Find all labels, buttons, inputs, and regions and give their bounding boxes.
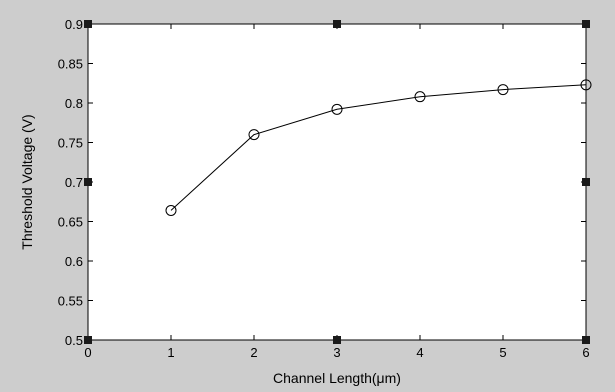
y-tick-label: 0.55 — [58, 294, 83, 309]
x-tick-label: 2 — [250, 345, 257, 360]
x-tick-label: 5 — [499, 345, 506, 360]
data-point — [497, 84, 509, 96]
resize-handle[interactable] — [333, 20, 341, 28]
resize-handle[interactable] — [582, 336, 590, 344]
y-tick-labels: 0.5 0.55 0.6 0.65 0.7 0.75 0.8 0.85 0.9 — [58, 17, 83, 348]
selection-handles[interactable] — [84, 20, 590, 344]
x-tick-labels: 0 1 2 3 4 5 6 — [84, 345, 589, 360]
resize-handle[interactable] — [582, 178, 590, 186]
resize-handle[interactable] — [582, 20, 590, 28]
resize-handle[interactable] — [84, 178, 92, 186]
data-point — [248, 129, 260, 141]
y-tick-label: 0.8 — [65, 96, 83, 111]
resize-handle[interactable] — [84, 336, 92, 344]
y-tick-label: 0.9 — [65, 17, 83, 32]
y-tick-label: 0.85 — [58, 57, 83, 72]
data-point — [331, 103, 343, 115]
plot-area — [87, 23, 587, 341]
y-tick-label: 0.65 — [58, 215, 83, 230]
y-tick-label: 0.5 — [65, 333, 83, 348]
resize-handle[interactable] — [84, 20, 92, 28]
x-axis-label: Channel Length(μm) — [273, 370, 401, 386]
data-point — [580, 79, 592, 91]
x-tick-label: 6 — [582, 345, 589, 360]
resize-handle[interactable] — [333, 336, 341, 344]
y-tick-label: 0.6 — [65, 254, 83, 269]
x-tick-label: 3 — [333, 345, 340, 360]
x-tick-label: 0 — [84, 345, 91, 360]
y-tick-label: 0.7 — [65, 175, 83, 190]
y-tick-label: 0.75 — [58, 136, 83, 151]
x-tick-label: 4 — [416, 345, 423, 360]
x-tick-label: 1 — [167, 345, 174, 360]
y-axis-label: Threshold Voltage (V) — [19, 114, 35, 249]
data-point — [165, 204, 177, 216]
series-line — [170, 84, 587, 211]
series-layer — [165, 79, 592, 216]
data-point — [414, 91, 426, 103]
